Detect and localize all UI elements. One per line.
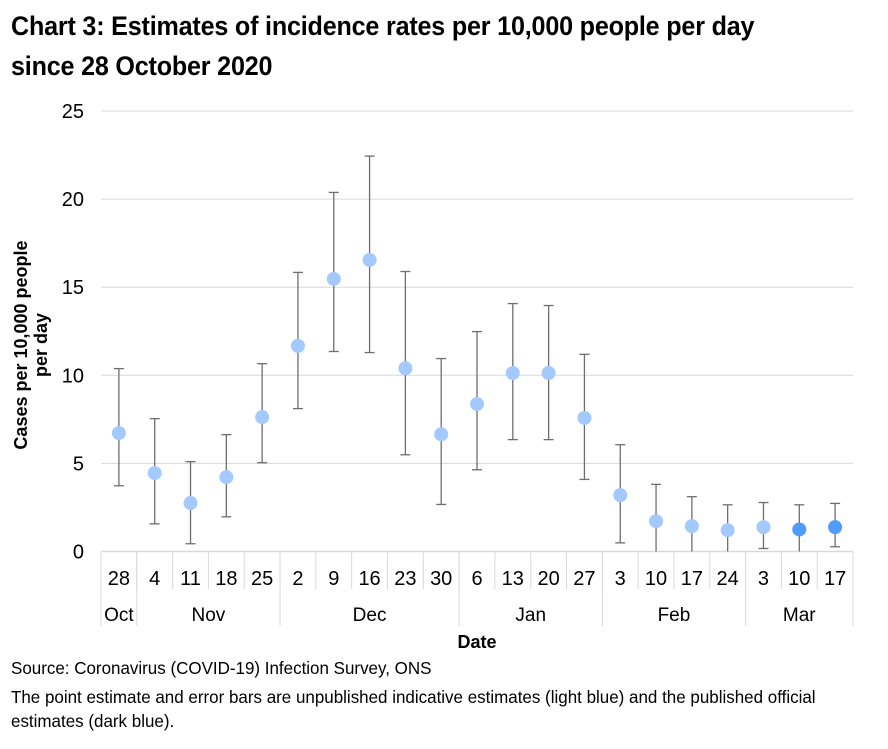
y-tick-label: 5 (73, 453, 84, 475)
x-tick-label: 30 (430, 568, 452, 590)
y-tick-label: 10 (62, 365, 84, 387)
error-bars (113, 155, 841, 552)
month-label: Dec (353, 605, 387, 626)
x-tick-label: 10 (645, 568, 667, 590)
month-label: Nov (192, 605, 226, 626)
x-tick-label: 17 (824, 568, 846, 590)
data-point (362, 252, 377, 267)
data-point (649, 514, 664, 529)
x-tick-label: 4 (149, 568, 160, 590)
x-tick-label: 9 (328, 568, 339, 590)
data-point (219, 470, 234, 485)
x-tick-label: 18 (215, 568, 237, 590)
data-point (470, 397, 484, 412)
data-point (147, 466, 162, 481)
x-tick-label: 16 (358, 568, 380, 590)
source-note: Source: Coronavirus (COVID-19) Infection… (11, 658, 432, 678)
footnote: The point estimate and error bars are un… (11, 687, 816, 731)
data-point (541, 366, 556, 381)
month-label: Jan (515, 605, 546, 626)
data-point (792, 522, 807, 537)
x-tick-label: 24 (717, 568, 739, 590)
x-axis: 28 4 11 18 25 2 9 16 23 30 6 13 20 27 3 10 17 24 3 10 17 Oct N… (100, 550, 854, 626)
data-point (577, 410, 592, 425)
y-axis-title-line1: Cases per 10,000 people (11, 240, 31, 449)
x-tick-label: 23 (394, 568, 416, 590)
x-tick-label: 6 (471, 568, 482, 590)
x-tick-label: 3 (758, 568, 769, 590)
y-axis-ticks: 0 5 10 15 20 25 (62, 101, 84, 564)
y-tick-label: 20 (62, 189, 84, 211)
y-axis-title-line2: per day (31, 313, 51, 377)
data-point (434, 427, 449, 442)
data-point (255, 410, 270, 425)
month-label: Feb (658, 605, 691, 626)
data-point (828, 520, 843, 535)
data-point (111, 426, 126, 441)
data-point (505, 366, 520, 381)
y-tick-label: 15 (62, 277, 84, 299)
data-point (720, 523, 735, 538)
y-tick-label: 25 (62, 101, 84, 123)
data-point (613, 488, 628, 503)
data-point (290, 338, 305, 353)
x-axis-title: Date (457, 632, 496, 652)
x-tick-label: 27 (573, 568, 595, 590)
chart-title: Chart 3: Estimates of incidence rates pe… (11, 11, 755, 81)
x-tick-label: 3 (615, 568, 626, 590)
data-point (684, 519, 699, 534)
data-points (111, 252, 843, 538)
data-point (398, 361, 413, 376)
data-point (183, 496, 198, 511)
data-point (756, 520, 771, 535)
x-tick-label: 17 (681, 568, 703, 590)
x-tick-label: 28 (108, 568, 130, 590)
month-label: Oct (104, 605, 134, 626)
y-tick-label: 0 (73, 542, 84, 564)
month-label: Mar (783, 605, 816, 626)
x-tick-label: 13 (502, 568, 524, 590)
x-tick-label: 2 (292, 568, 303, 590)
x-tick-label: 20 (537, 568, 559, 590)
data-point (326, 271, 341, 286)
x-tick-label: 25 (251, 568, 273, 590)
x-tick-label: 10 (788, 568, 810, 590)
x-tick-label: 11 (180, 568, 201, 590)
